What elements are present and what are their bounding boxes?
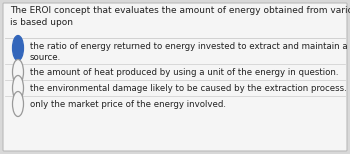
Text: the ratio of energy returned to energy invested to extract and maintain a partic: the ratio of energy returned to energy i…	[30, 42, 350, 63]
Ellipse shape	[13, 59, 23, 85]
Text: The EROI concept that evaluates the amount of energy obtained from various sourc: The EROI concept that evaluates the amou…	[10, 6, 350, 27]
FancyBboxPatch shape	[3, 3, 347, 151]
Ellipse shape	[13, 75, 23, 101]
Text: the amount of heat produced by using a unit of the energy in question.: the amount of heat produced by using a u…	[30, 68, 338, 77]
Text: the environmental damage likely to be caused by the extraction process.: the environmental damage likely to be ca…	[30, 84, 347, 93]
Ellipse shape	[13, 36, 23, 61]
Text: only the market price of the energy involved.: only the market price of the energy invo…	[30, 100, 226, 109]
Ellipse shape	[13, 91, 23, 116]
